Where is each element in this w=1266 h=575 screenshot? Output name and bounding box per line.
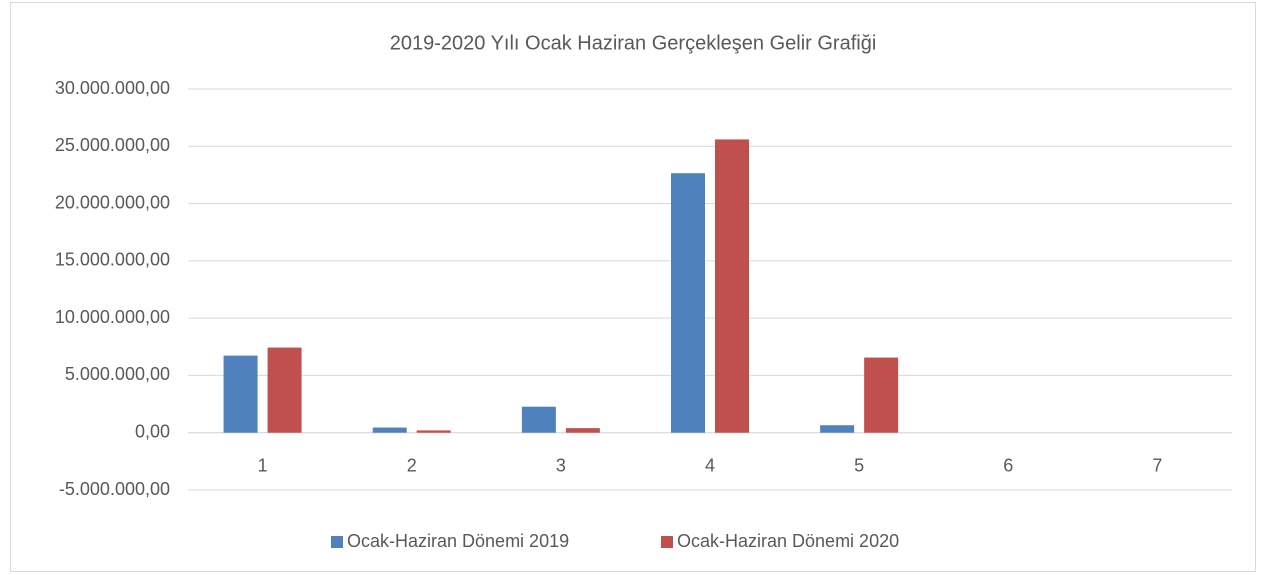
x-tick-label: 5 xyxy=(854,455,864,475)
bar xyxy=(671,173,705,433)
x-tick-label: 4 xyxy=(705,455,715,475)
y-tick-label: 25.000.000,00 xyxy=(55,135,170,155)
legend-swatch xyxy=(331,536,343,548)
chart-title: 2019-2020 Yılı Ocak Haziran Gerçekleşen … xyxy=(390,32,877,54)
bar xyxy=(521,406,556,433)
bar xyxy=(267,347,302,433)
y-tick-label: 0,00 xyxy=(135,421,170,441)
legend-label: Ocak-Haziran Dönemi 2020 xyxy=(677,531,899,551)
y-tick-label: 5.000.000,00 xyxy=(65,364,170,384)
bar xyxy=(864,357,899,433)
y-tick-label: -5.000.000,00 xyxy=(59,479,170,499)
x-tick-label: 2 xyxy=(407,455,417,475)
bar xyxy=(416,430,451,433)
x-tick-label: 7 xyxy=(1152,455,1162,475)
bar xyxy=(223,355,258,433)
y-tick-label: 15.000.000,00 xyxy=(55,250,170,270)
legend-swatch xyxy=(661,536,673,548)
y-tick-label: 10.000.000,00 xyxy=(55,307,170,327)
bar xyxy=(820,425,855,433)
legend-label: Ocak-Haziran Dönemi 2019 xyxy=(347,531,569,551)
x-tick-label: 1 xyxy=(258,455,268,475)
bar xyxy=(715,139,749,433)
bar xyxy=(565,428,600,433)
x-tick-label: 6 xyxy=(1003,455,1013,475)
y-tick-label: 30.000.000,00 xyxy=(55,78,170,98)
chart-border xyxy=(10,2,1256,572)
bar xyxy=(372,427,407,433)
x-tick-label: 3 xyxy=(556,455,566,475)
y-tick-label: 20.000.000,00 xyxy=(55,192,170,212)
